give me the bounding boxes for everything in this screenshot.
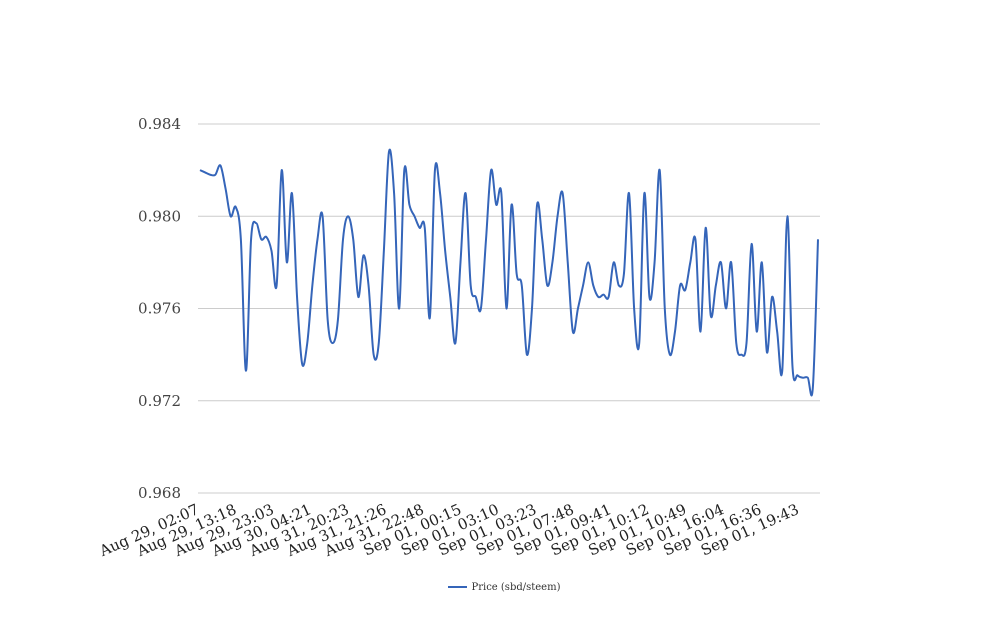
series-layer	[199, 148, 819, 397]
y-tick-label: 0.972	[138, 392, 181, 410]
legend-label: Price (sbd/steem)	[471, 581, 561, 593]
legend: Price (sbd/steem)	[0, 580, 1008, 593]
y-tick-label: 0.976	[138, 300, 181, 318]
y-tick-label: 0.984	[138, 115, 181, 133]
series-line[interactable]	[199, 148, 819, 397]
legend-swatch	[447, 586, 467, 588]
legend-item[interactable]: Price (sbd/steem)	[447, 581, 561, 593]
y-axis-tick-labels: 0.968 0.972 0.976 0.980 0.984	[138, 115, 181, 502]
gridlines	[198, 123, 820, 494]
y-tick-label: 0.968	[138, 484, 181, 502]
y-tick-label: 0.980	[138, 207, 181, 225]
